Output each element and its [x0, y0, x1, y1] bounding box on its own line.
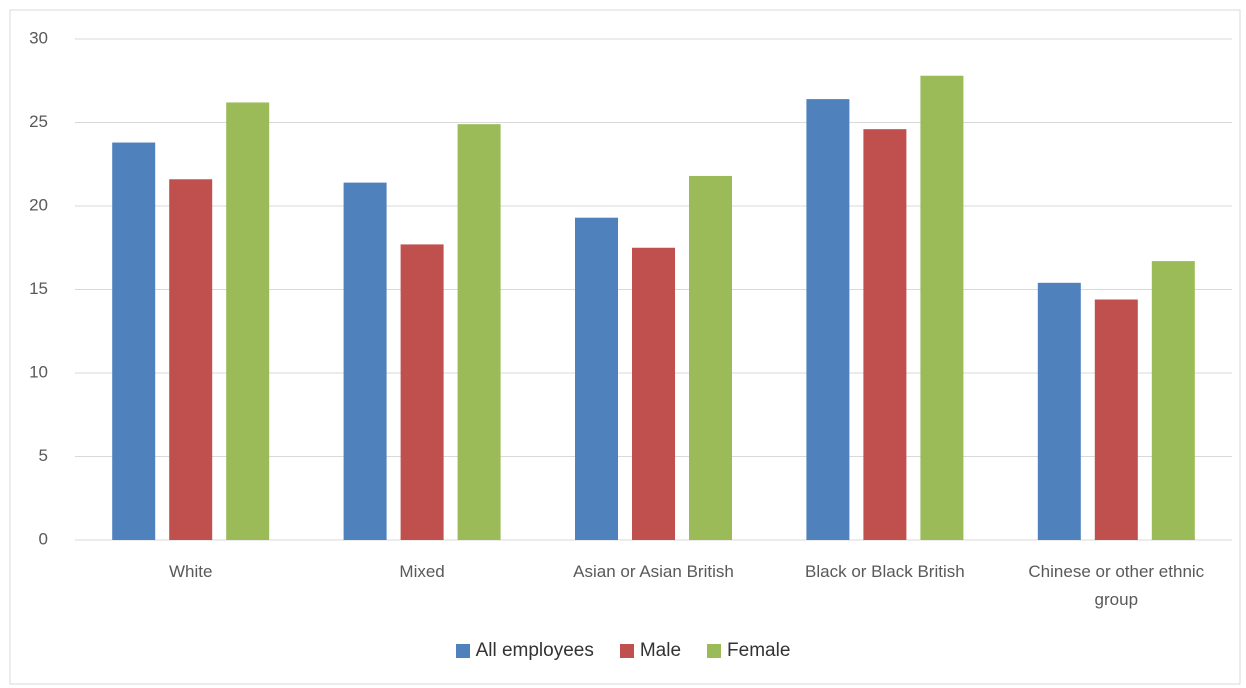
bar	[1151, 261, 1195, 540]
legend-swatch	[619, 644, 634, 658]
y-tick-label: 20	[29, 195, 48, 214]
bar	[112, 142, 156, 541]
x-tick-label: White	[168, 562, 213, 581]
bar	[863, 129, 907, 540]
y-tick-label: 15	[29, 279, 48, 298]
bar	[226, 102, 270, 541]
bar	[1037, 282, 1081, 540]
x-tick-label: Mixed	[399, 562, 445, 581]
legend-swatch	[707, 644, 722, 658]
bar	[575, 217, 618, 540]
legend-swatch	[455, 644, 470, 658]
y-tick-label: 25	[29, 112, 48, 131]
bar	[689, 175, 732, 540]
bar	[457, 124, 501, 541]
bar	[920, 75, 964, 541]
bar	[632, 247, 675, 540]
y-tick-label: 0	[39, 529, 48, 548]
bar	[343, 182, 387, 540]
legend-item: Female	[707, 640, 790, 662]
legend-label: Male	[639, 640, 682, 661]
legend-item: Male	[619, 640, 682, 662]
y-tick-label: 5	[39, 446, 48, 465]
legend-item: All employees	[455, 640, 594, 662]
chart-border	[9, 9, 1241, 685]
legend-label: All employees	[475, 640, 594, 661]
x-tick-label: Asian or Asian British	[573, 562, 734, 581]
x-tick-label: Black or Black British	[805, 562, 965, 581]
y-tick-label: 10	[29, 362, 48, 381]
bar	[806, 99, 850, 541]
bar	[400, 244, 444, 540]
legend: All employees Male Female	[0, 640, 1246, 662]
bar	[169, 179, 213, 540]
legend-label: Female	[727, 640, 791, 661]
x-tick-label: Chinese or other ethnic group	[1028, 562, 1205, 609]
bar	[1094, 299, 1138, 540]
y-tick-label: 30	[29, 28, 48, 47]
